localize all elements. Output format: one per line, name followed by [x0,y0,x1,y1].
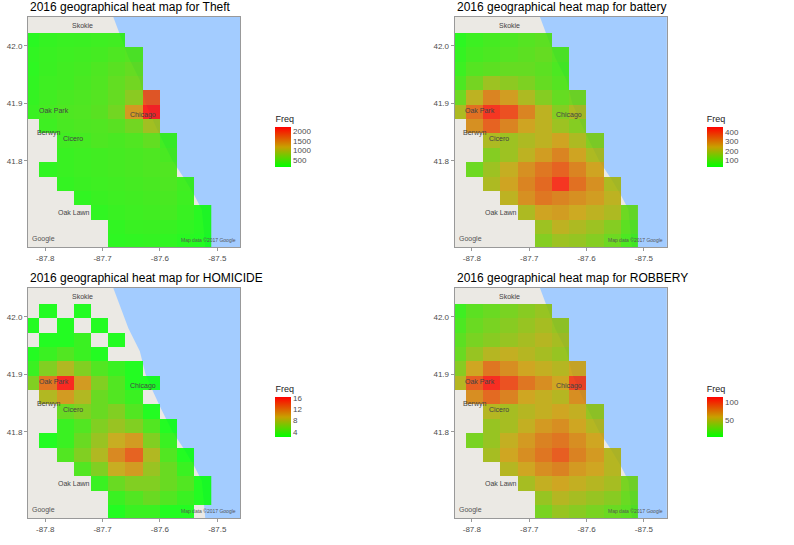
svg-text:-87.8: -87.8 [463,525,482,534]
svg-text:8: 8 [293,416,298,425]
svg-text:Chicago: Chicago [556,111,582,119]
svg-text:Oak Lawn: Oak Lawn [485,209,517,216]
svg-text:Oak Lawn: Oak Lawn [485,480,517,487]
svg-text:Cicero: Cicero [489,135,509,142]
svg-text:2016 geographical heat map for: 2016 geographical heat map for Theft [30,0,231,14]
svg-text:41.9: 41.9 [433,370,449,379]
svg-text:41.9: 41.9 [433,99,449,108]
svg-text:Google: Google [459,506,482,514]
svg-text:-87.6: -87.6 [151,254,170,263]
svg-text:41.9: 41.9 [7,99,23,108]
svg-text:-87.6: -87.6 [577,525,596,534]
svg-text:2016 geographical heat map for: 2016 geographical heat map for ROBBERY [457,271,688,285]
svg-text:Map data ©2017 Google: Map data ©2017 Google [181,237,236,243]
svg-text:42.0: 42.0 [433,42,449,51]
svg-text:Berwyn: Berwyn [463,400,486,408]
svg-text:Freq: Freq [275,114,294,124]
svg-text:41.8: 41.8 [433,428,449,437]
svg-text:-87.5: -87.5 [635,254,654,263]
svg-text:Berwyn: Berwyn [463,129,486,137]
svg-text:100: 100 [725,156,739,165]
svg-text:Cicero: Cicero [489,406,509,413]
svg-text:-87.7: -87.7 [520,254,539,263]
svg-text:Oak Park: Oak Park [465,378,495,385]
svg-text:2000: 2000 [293,127,311,136]
svg-text:Freq: Freq [707,114,726,124]
svg-text:Map data ©2017 Google: Map data ©2017 Google [608,508,663,514]
svg-text:Google: Google [459,235,482,243]
svg-text:500: 500 [293,156,307,165]
svg-text:-87.8: -87.8 [36,254,55,263]
svg-text:200: 200 [725,147,739,156]
svg-text:Berwyn: Berwyn [37,400,60,408]
svg-text:41.8: 41.8 [7,428,23,437]
svg-text:Skokie: Skokie [499,22,520,29]
svg-text:300: 300 [725,137,739,146]
svg-text:400: 400 [725,128,739,137]
svg-text:12: 12 [293,405,302,414]
svg-text:2016 geographical heat map for: 2016 geographical heat map for battery [457,0,666,14]
svg-text:42.0: 42.0 [7,42,23,51]
svg-text:-87.8: -87.8 [463,254,482,263]
svg-text:Chicago: Chicago [130,111,156,119]
svg-text:Skokie: Skokie [499,293,520,300]
svg-text:1500: 1500 [293,137,311,146]
svg-text:100: 100 [725,398,739,407]
svg-text:Cicero: Cicero [63,135,83,142]
svg-text:-87.5: -87.5 [635,525,654,534]
svg-text:Freq: Freq [707,384,726,394]
svg-text:Oak Park: Oak Park [39,107,69,114]
svg-text:Skokie: Skokie [72,293,93,300]
svg-text:Oak Park: Oak Park [465,107,495,114]
svg-text:Freq: Freq [275,384,294,394]
svg-text:-87.5: -87.5 [208,254,227,263]
svg-text:-87.8: -87.8 [36,525,55,534]
svg-text:Chicago: Chicago [556,382,582,390]
svg-text:2016 geographical heat map for: 2016 geographical heat map for HOMICIDE [30,271,263,285]
svg-text:4: 4 [293,428,298,437]
svg-text:Oak Lawn: Oak Lawn [58,480,90,487]
svg-text:Google: Google [32,235,55,243]
svg-text:Oak Lawn: Oak Lawn [58,209,90,216]
svg-text:42.0: 42.0 [7,313,23,322]
svg-text:16: 16 [293,394,302,403]
svg-text:-87.7: -87.7 [93,525,112,534]
svg-text:-87.6: -87.6 [151,525,170,534]
svg-text:Oak Park: Oak Park [39,378,69,385]
svg-text:50: 50 [725,416,734,425]
svg-text:41.8: 41.8 [7,157,23,166]
svg-text:41.9: 41.9 [7,370,23,379]
svg-text:-87.7: -87.7 [93,254,112,263]
svg-text:Skokie: Skokie [72,22,93,29]
svg-text:Berwyn: Berwyn [37,129,60,137]
svg-text:Map data ©2017 Google: Map data ©2017 Google [181,508,236,514]
svg-text:41.8: 41.8 [433,157,449,166]
svg-text:1000: 1000 [293,146,311,155]
svg-text:-87.6: -87.6 [577,254,596,263]
svg-text:Map data ©2017 Google: Map data ©2017 Google [608,237,663,243]
svg-text:-87.7: -87.7 [520,525,539,534]
svg-text:Cicero: Cicero [63,406,83,413]
svg-text:-87.5: -87.5 [208,525,227,534]
svg-text:42.0: 42.0 [433,313,449,322]
svg-text:Chicago: Chicago [130,382,156,390]
svg-text:Google: Google [32,506,55,514]
